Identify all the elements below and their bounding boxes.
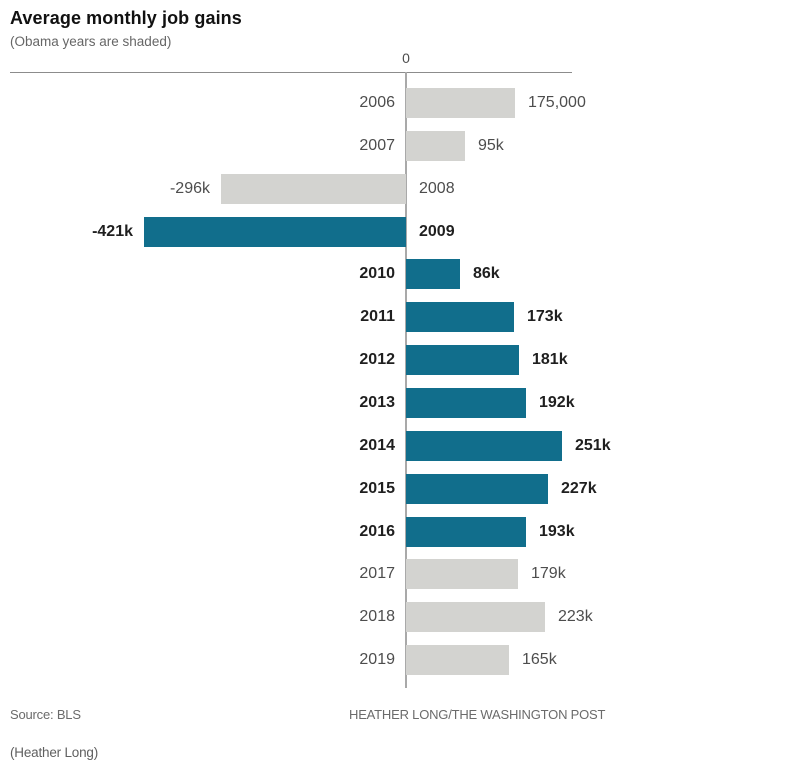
bar-2007 xyxy=(406,131,465,161)
year-label-2017: 2017 xyxy=(359,565,395,582)
year-label-2012: 2012 xyxy=(359,351,395,368)
source-label: Source: BLS xyxy=(10,707,81,722)
value-label-2017: 179k xyxy=(531,565,566,582)
bar-2006 xyxy=(406,88,515,118)
page-title: Average monthly job gains xyxy=(10,8,242,28)
year-label-2016: 2016 xyxy=(359,523,395,540)
bar-2015 xyxy=(406,474,548,504)
bar-2014 xyxy=(406,431,562,461)
value-label-2009: -421k xyxy=(92,223,133,240)
value-label-2019: 165k xyxy=(522,651,557,668)
value-label-2018: 223k xyxy=(558,608,593,625)
caption-label: (Heather Long) xyxy=(10,745,99,760)
year-label-2015: 2015 xyxy=(359,480,395,497)
page-subtitle: (Obama years are shaded) xyxy=(10,34,172,49)
value-label-2014: 251k xyxy=(575,437,611,454)
year-label-2011: 2011 xyxy=(360,308,395,325)
value-label-2016: 193k xyxy=(539,523,575,540)
value-label-2007: 95k xyxy=(478,137,504,154)
value-label-2010: 86k xyxy=(473,265,500,282)
year-label-2013: 2013 xyxy=(359,394,395,411)
year-label-2008: 2008 xyxy=(419,180,455,197)
zero-axis-line xyxy=(405,72,407,688)
value-label-2015: 227k xyxy=(561,480,597,497)
year-label-2014: 2014 xyxy=(359,437,395,454)
bar-2013 xyxy=(406,388,526,418)
year-label-2019: 2019 xyxy=(359,651,395,668)
value-label-2006: 175,000 xyxy=(528,94,586,111)
year-label-2006: 2006 xyxy=(359,94,395,111)
value-label-2011: 173k xyxy=(527,308,563,325)
year-label-2010: 2010 xyxy=(359,265,395,282)
bar-2010 xyxy=(406,259,460,289)
year-label-2009: 2009 xyxy=(419,223,455,240)
bar-2017 xyxy=(406,559,518,589)
zero-tick-label: 0 xyxy=(402,50,410,66)
bar-2008 xyxy=(221,174,406,204)
baseline-rule xyxy=(10,72,572,73)
bar-2009 xyxy=(144,217,406,247)
value-label-2008: -296k xyxy=(169,180,210,197)
value-label-2012: 181k xyxy=(532,351,568,368)
bar-2018 xyxy=(406,602,545,632)
credit-label: HEATHER LONG/THE WASHINGTON POST xyxy=(349,707,606,722)
value-label-2013: 192k xyxy=(539,394,575,411)
bar-2011 xyxy=(406,302,514,332)
year-label-2018: 2018 xyxy=(359,608,395,625)
bar-2019 xyxy=(406,645,509,675)
bar-2016 xyxy=(406,517,526,547)
bar-chart: 0 2006 175,000 2007 95k 2008 -296k 2009 -421k 20… xyxy=(10,50,611,688)
bar-2012 xyxy=(406,345,519,375)
year-label-2007: 2007 xyxy=(359,137,395,154)
